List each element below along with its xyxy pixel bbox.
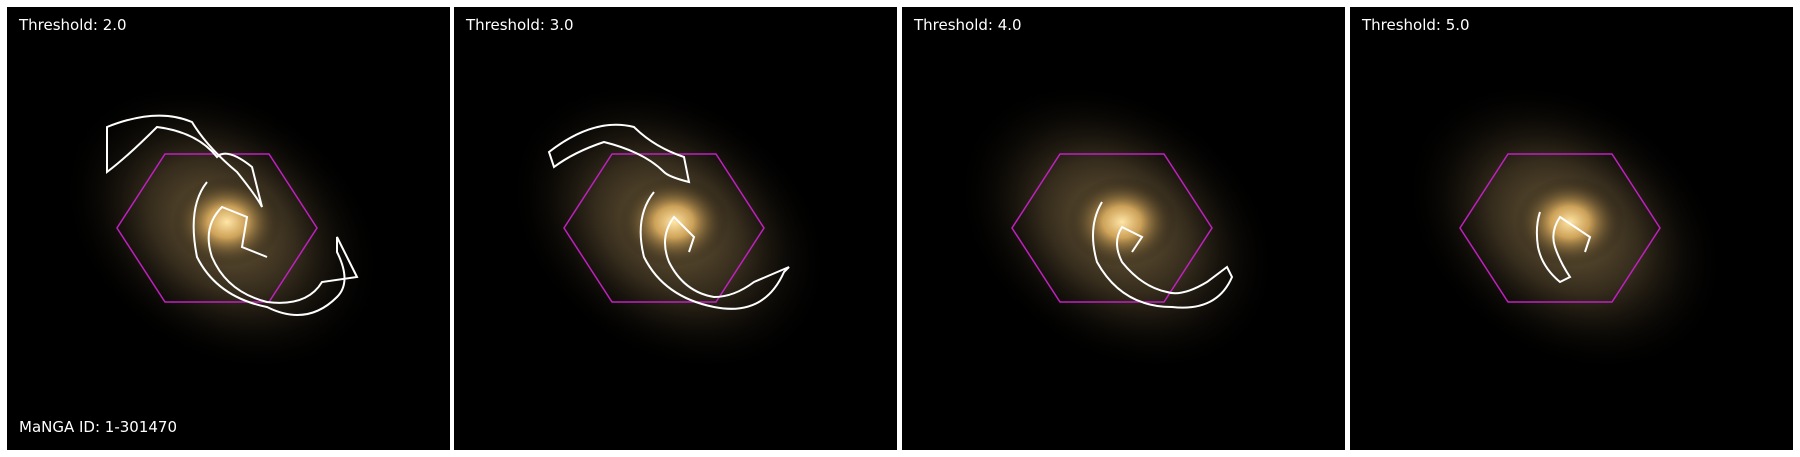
galaxy-core xyxy=(1515,177,1625,267)
galaxy-image xyxy=(7,7,450,450)
galaxy-image xyxy=(902,7,1345,450)
galaxy-panel-threshold-4: Threshold: 4.0 xyxy=(902,7,1345,450)
threshold-label: Threshold: 2.0 xyxy=(19,16,127,34)
ifu-hexagon xyxy=(1459,153,1661,303)
contour-outline xyxy=(1535,211,1592,284)
contour-outline xyxy=(106,114,263,208)
galaxy-panel-threshold-3: Threshold: 3.0 xyxy=(454,7,897,450)
galaxy-image xyxy=(1350,7,1793,450)
contour-outline xyxy=(547,123,691,184)
threshold-label: Threshold: 3.0 xyxy=(466,16,574,34)
contour-outline xyxy=(192,181,359,316)
ifu-hexagon xyxy=(1011,153,1213,303)
galaxy-panel-threshold-2: Threshold: 2.0 MaNGA ID: 1-301470 xyxy=(7,7,450,450)
galaxy-id-label: MaNGA ID: 1-301470 xyxy=(19,418,178,436)
galaxy-panel-threshold-5: Threshold: 5.0 xyxy=(1350,7,1793,450)
galaxy-core xyxy=(172,177,282,267)
galaxy-image xyxy=(454,7,897,450)
contour-outline xyxy=(639,191,790,310)
contour-outline xyxy=(1092,201,1234,309)
galaxy-core xyxy=(1067,177,1177,267)
threshold-label: Threshold: 5.0 xyxy=(1362,16,1470,34)
galaxy-core xyxy=(619,177,729,267)
ifu-hexagon xyxy=(563,153,765,303)
threshold-label: Threshold: 4.0 xyxy=(914,16,1022,34)
